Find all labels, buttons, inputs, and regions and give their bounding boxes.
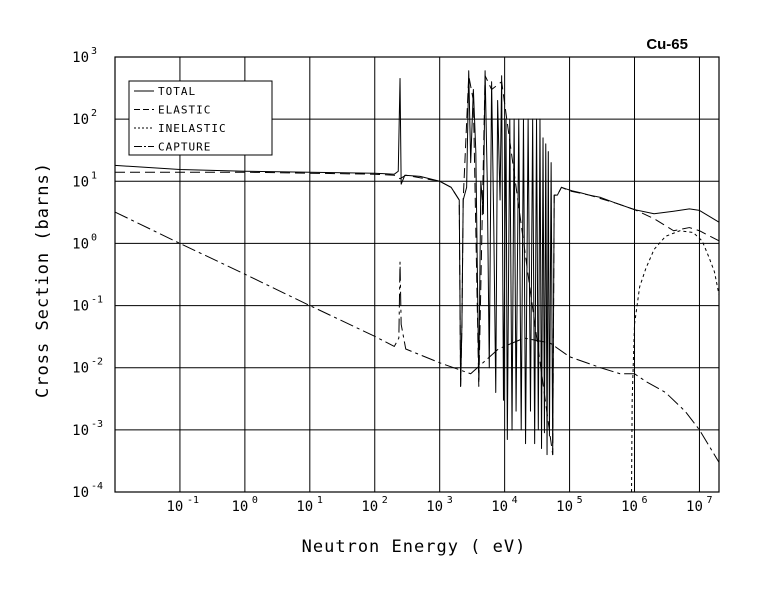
legend-box: [128, 80, 273, 156]
series-lines: [114, 70, 720, 493]
legend-label-elastic: ELASTIC: [158, 104, 211, 117]
y-tick-exponent: -3: [91, 419, 103, 430]
x-tick-exponent: 3: [447, 495, 453, 506]
y-tick-exponent: 0: [91, 232, 97, 243]
x-tick-label: 10: [556, 499, 573, 515]
x-tick-exponent: 4: [512, 495, 518, 506]
series-line-capture: [114, 211, 720, 463]
legend: TOTAL ELASTIC INELASTIC CAPTURE: [128, 80, 273, 156]
chart-title: Cu-65: [646, 36, 688, 53]
y-tick-label: 10: [72, 236, 89, 252]
y-tick-label: 10: [72, 361, 89, 377]
x-tick-label: 10: [231, 499, 248, 515]
y-tick-label: 10: [72, 112, 89, 128]
legend-label-capture: CAPTURE: [158, 141, 211, 154]
tick-labels: 10 -1 10 0 10 1 10 2 10 3 10 4 10 5 10 6 10 710 -410 -310 -2…: [72, 46, 712, 515]
y-tick-exponent: 1: [91, 170, 97, 181]
y-tick-exponent: -2: [91, 357, 103, 368]
x-axis-title: Neutron Energy ( eV): [302, 537, 527, 557]
y-tick-label: 10: [72, 299, 89, 315]
y-tick-label: 10: [72, 485, 89, 501]
y-tick-exponent: 3: [91, 46, 97, 57]
x-tick-exponent: 2: [382, 495, 388, 506]
series-line-elastic: [115, 75, 720, 456]
y-tick-exponent: -4: [91, 481, 103, 492]
x-tick-label: 10: [167, 499, 184, 515]
legend-label-total: TOTAL: [158, 85, 196, 98]
y-tick-label: 10: [72, 50, 89, 66]
x-tick-exponent: 7: [706, 495, 712, 506]
y-tick-label: 10: [72, 174, 89, 190]
x-tick-exponent: 5: [577, 495, 583, 506]
x-tick-exponent: -1: [187, 495, 199, 506]
x-tick-exponent: 1: [317, 495, 323, 506]
y-tick-exponent: 2: [91, 108, 97, 119]
series-line-inelastic: [631, 230, 720, 493]
x-tick-label: 10: [361, 499, 378, 515]
legend-label-inelastic: INELASTIC: [158, 122, 227, 135]
y-tick-exponent: -1: [91, 295, 103, 306]
y-tick-label: 10: [72, 423, 89, 439]
x-tick-label: 10: [296, 499, 313, 515]
x-tick-exponent: 6: [642, 495, 648, 506]
x-tick-exponent: 0: [252, 495, 258, 506]
x-tick-label: 10: [491, 499, 508, 515]
x-tick-label: 10: [621, 499, 638, 515]
y-axis-title: Cross Section (barns): [33, 162, 53, 398]
x-tick-label: 10: [686, 499, 703, 515]
x-tick-label: 10: [426, 499, 443, 515]
plot-frame: [114, 56, 720, 493]
